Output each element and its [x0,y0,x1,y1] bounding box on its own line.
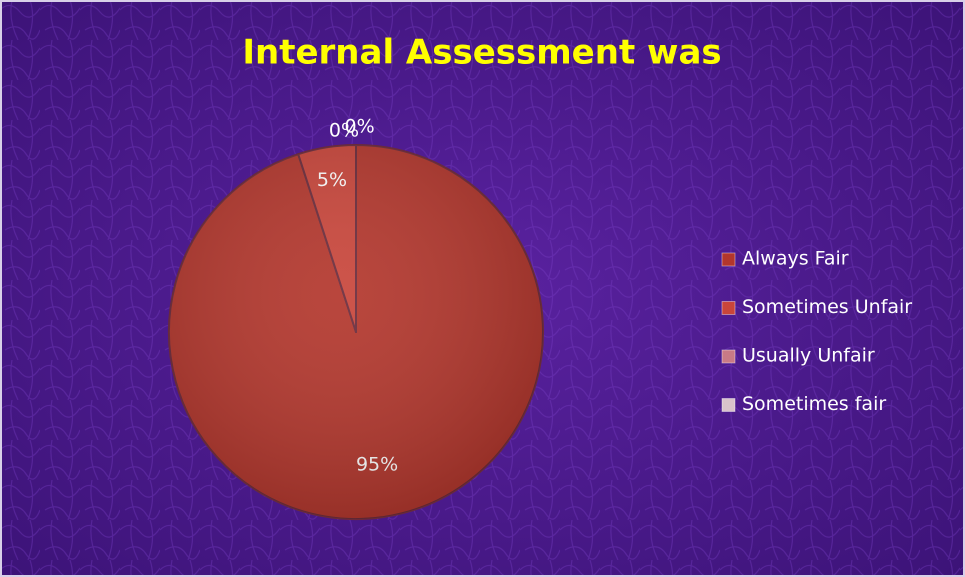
legend-label: Sometimes fair [742,393,886,415]
data-label: 5% [317,169,347,191]
legend-label: Sometimes Unfair [742,296,912,318]
legend-label: Always Fair [742,248,849,270]
legend-swatch [721,349,736,364]
chart-title: Internal Assessment was [242,33,721,73]
data-label: 95% [356,453,398,475]
legend-label: Usually Unfair [742,345,875,367]
legend-swatch [721,301,736,315]
data-label: 0% [345,116,375,138]
legend-swatch [721,398,736,412]
legend-swatch [721,252,736,267]
data-label: 0% [329,120,359,142]
legend: Always Fair Sometimes Unfair Usually Unfai… [721,248,912,415]
